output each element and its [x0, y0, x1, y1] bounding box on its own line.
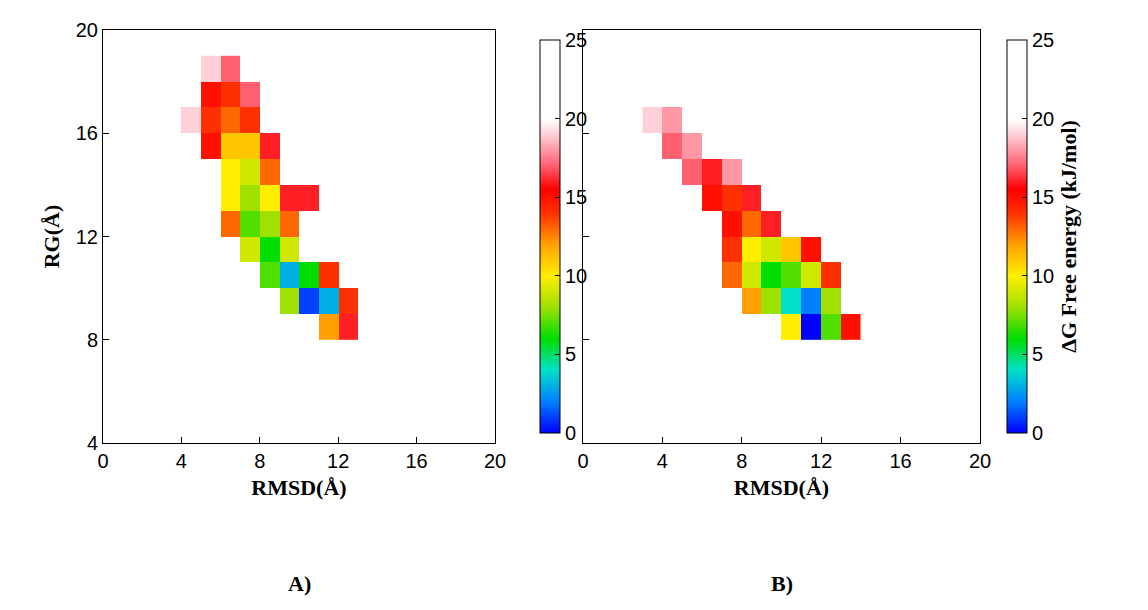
svg-text:RMSD(Å): RMSD(Å)	[251, 475, 346, 500]
svg-text:B): B)	[771, 571, 793, 596]
svg-text:4: 4	[176, 450, 187, 472]
svg-text:20: 20	[484, 450, 506, 472]
svg-text:4: 4	[87, 432, 98, 454]
svg-text:12: 12	[76, 226, 98, 248]
svg-text:8: 8	[254, 450, 265, 472]
svg-text:4: 4	[657, 450, 668, 472]
svg-text:12: 12	[810, 450, 832, 472]
svg-text:20: 20	[969, 450, 991, 472]
svg-text:20: 20	[1032, 108, 1054, 130]
svg-text:5: 5	[1032, 343, 1043, 365]
svg-text:0: 0	[1032, 422, 1043, 444]
svg-text:10: 10	[1032, 265, 1054, 287]
svg-text:12: 12	[327, 450, 349, 472]
svg-text:25: 25	[1032, 29, 1054, 51]
svg-text:0: 0	[577, 450, 588, 472]
svg-text:20: 20	[565, 108, 587, 130]
svg-text:16: 16	[405, 450, 427, 472]
svg-text:0: 0	[565, 422, 576, 444]
svg-text:5: 5	[565, 343, 576, 365]
svg-text:16: 16	[889, 450, 911, 472]
svg-text:10: 10	[565, 265, 587, 287]
svg-text:A): A)	[288, 571, 311, 596]
svg-text:8: 8	[736, 450, 747, 472]
svg-text:25: 25	[565, 29, 587, 51]
svg-text:0: 0	[97, 450, 108, 472]
svg-text:20: 20	[76, 19, 98, 41]
svg-text:8: 8	[87, 329, 98, 351]
svg-text:16: 16	[76, 122, 98, 144]
svg-text:RG(Å): RG(Å)	[39, 205, 64, 269]
svg-text:15: 15	[1032, 186, 1054, 208]
svg-text:RMSD(Å): RMSD(Å)	[734, 475, 829, 500]
svg-text:15: 15	[565, 186, 587, 208]
svg-text:ΔG Free energy (kJ/mol): ΔG Free energy (kJ/mol)	[1056, 120, 1081, 353]
